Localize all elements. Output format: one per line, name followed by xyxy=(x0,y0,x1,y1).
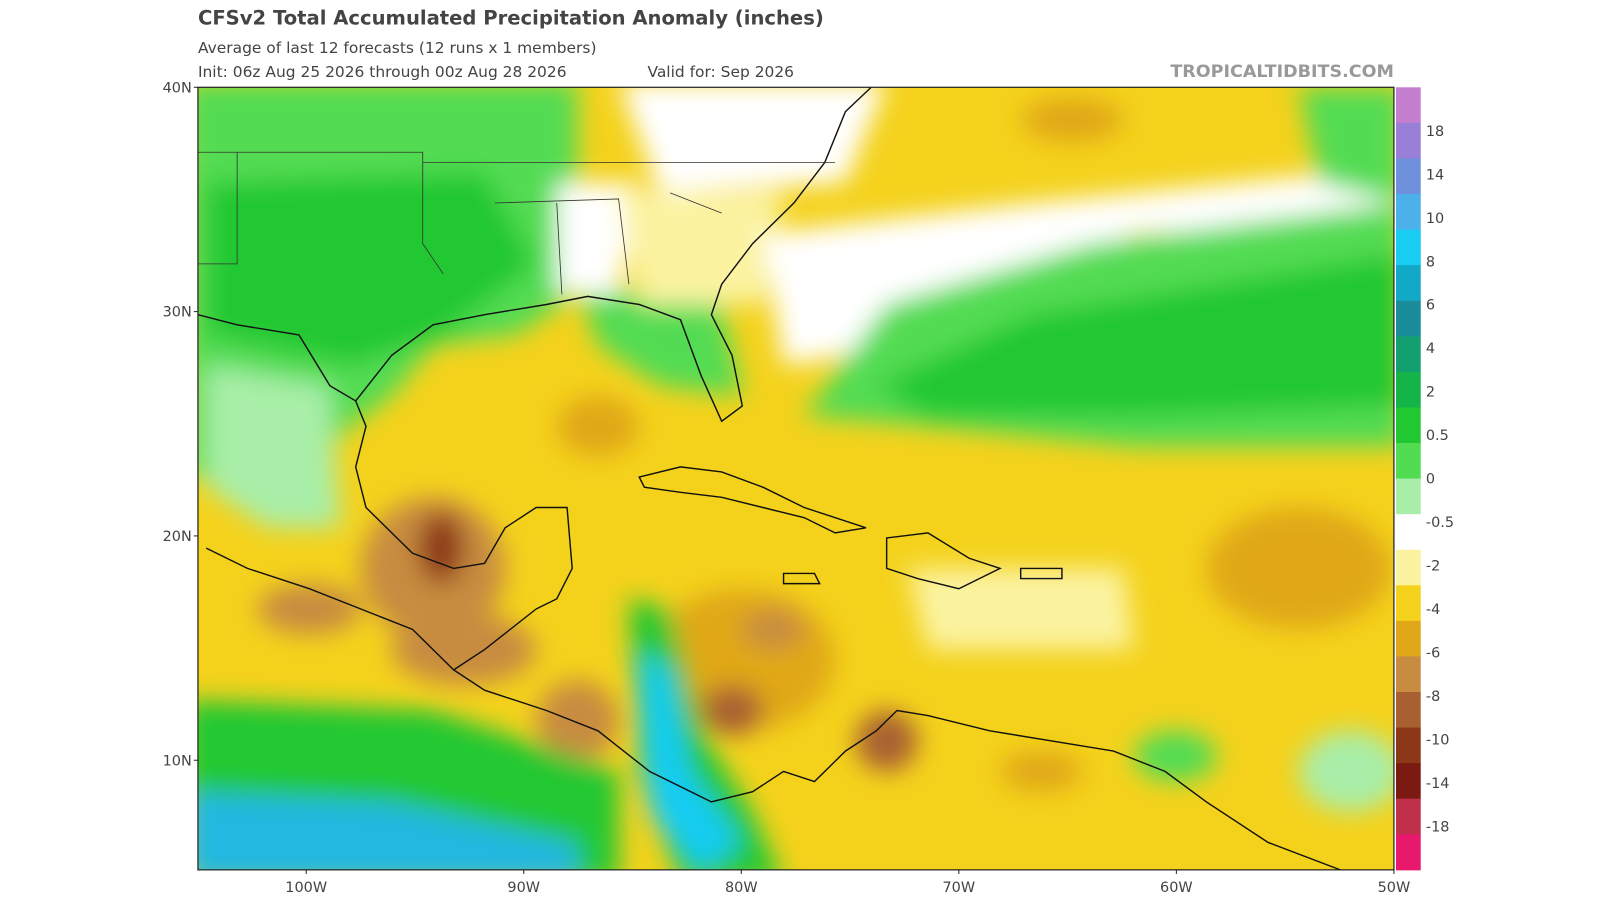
colorbar-segment xyxy=(1395,300,1421,337)
colorbar-label: 0 xyxy=(1426,472,1435,488)
colorbar: 18 14 10 8 6 4 2 0.5 0 -0.5 -2 -4 -6 -8 -10 -14 -18 xyxy=(1395,87,1454,871)
colorbar-segment xyxy=(1395,585,1421,622)
colorbar-segment xyxy=(1395,407,1421,444)
lat-label: 10N xyxy=(163,753,192,769)
colorbar-label: -10 xyxy=(1426,733,1450,749)
colorbar-segment xyxy=(1395,158,1421,195)
colorbar-segment xyxy=(1395,763,1421,800)
lat-label: 40N xyxy=(163,80,192,96)
colorbar-segment xyxy=(1395,443,1421,480)
colorbar-segment xyxy=(1395,122,1421,159)
colorbar-segment xyxy=(1395,514,1421,551)
colorbar-label: -14 xyxy=(1426,776,1450,792)
colorbar-segment xyxy=(1395,265,1421,302)
colorbar-label: 6 xyxy=(1426,298,1435,314)
colorbar-label: -18 xyxy=(1426,820,1450,836)
map xyxy=(197,87,1394,870)
source-watermark: TROPICALTIDBITS.COM xyxy=(1170,62,1394,82)
colorbar-label: -2 xyxy=(1426,559,1440,575)
lon-label: 100W xyxy=(285,880,327,896)
colorbar-label: 0.5 xyxy=(1426,428,1449,444)
lat-label: 30N xyxy=(163,305,192,321)
colorbar-segment xyxy=(1395,229,1421,266)
colorbar-segment xyxy=(1395,727,1421,764)
lon-label: 70W xyxy=(943,880,976,896)
colorbar-segment xyxy=(1395,656,1421,693)
colorbar-label: 14 xyxy=(1426,167,1444,183)
colorbar-label: 2 xyxy=(1426,385,1435,401)
colorbar-segment xyxy=(1395,549,1421,586)
colorbar-label: 18 xyxy=(1426,124,1444,140)
init-text: Init: 06z Aug 25 2026 through 00z Aug 28… xyxy=(198,63,567,81)
colorbar-segment xyxy=(1395,194,1421,231)
colorbar-label: 10 xyxy=(1426,211,1444,227)
lon-label: 80W xyxy=(725,880,758,896)
lon-label: 60W xyxy=(1160,880,1193,896)
colorbar-segment xyxy=(1395,834,1421,871)
lat-label: 20N xyxy=(163,529,192,545)
colorbar-segment xyxy=(1395,620,1421,657)
colorbar-segment xyxy=(1395,798,1421,835)
colorbar-segment xyxy=(1395,371,1421,408)
map-frame xyxy=(197,86,1395,871)
colorbar-label: -0.5 xyxy=(1426,515,1454,531)
colorbar-segment xyxy=(1395,87,1421,124)
lon-label: 90W xyxy=(507,880,540,896)
lon-label: 50W xyxy=(1378,880,1411,896)
colorbar-segment xyxy=(1395,336,1421,373)
colorbar-label: 8 xyxy=(1426,254,1435,270)
colorbar-label: -8 xyxy=(1426,689,1440,705)
subtitle: Average of last 12 forecasts (12 runs x … xyxy=(198,39,597,57)
colorbar-label: -4 xyxy=(1426,602,1440,618)
colorbar-label: -6 xyxy=(1426,646,1440,662)
valid-text: Valid for: Sep 2026 xyxy=(647,63,794,81)
axes: 40N 30N 20N 10N 100W 90W 80W 70W 60W 50W xyxy=(163,80,1411,896)
content: CFSv2 Total Accumulated Precipitation An… xyxy=(163,7,1454,897)
colorbar-label: 4 xyxy=(1426,341,1435,357)
title: CFSv2 Total Accumulated Precipitation An… xyxy=(198,7,824,30)
colorbar-segment xyxy=(1395,691,1421,729)
colorbar-segment xyxy=(1395,478,1421,515)
